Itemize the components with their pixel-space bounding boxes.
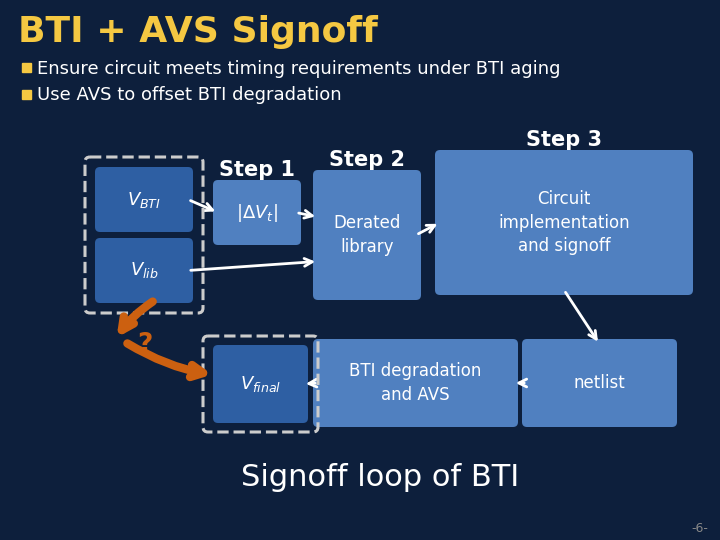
Bar xyxy=(22,90,31,99)
FancyBboxPatch shape xyxy=(213,345,308,423)
Text: ?: ? xyxy=(138,332,153,358)
FancyBboxPatch shape xyxy=(313,339,518,427)
FancyBboxPatch shape xyxy=(435,150,693,295)
Text: BTI degradation
and AVS: BTI degradation and AVS xyxy=(349,362,482,404)
FancyBboxPatch shape xyxy=(95,167,193,232)
Text: $V_{lib}$: $V_{lib}$ xyxy=(130,260,158,280)
Text: $|\Delta V_t|$: $|\Delta V_t|$ xyxy=(236,201,278,224)
Text: $V_{final}$: $V_{final}$ xyxy=(240,374,282,394)
FancyBboxPatch shape xyxy=(313,170,421,300)
Text: Signoff loop of BTI: Signoff loop of BTI xyxy=(241,463,519,492)
Text: Step 2: Step 2 xyxy=(329,150,405,170)
Bar xyxy=(22,63,31,72)
Text: BTI + AVS Signoff: BTI + AVS Signoff xyxy=(18,15,378,49)
Text: Step 3: Step 3 xyxy=(526,130,602,150)
Text: $V_{BTI}$: $V_{BTI}$ xyxy=(127,190,161,210)
Text: netlist: netlist xyxy=(574,374,626,392)
Text: Step 1: Step 1 xyxy=(219,160,295,180)
Text: Ensure circuit meets timing requirements under BTI aging: Ensure circuit meets timing requirements… xyxy=(37,59,560,78)
Text: Use AVS to offset BTI degradation: Use AVS to offset BTI degradation xyxy=(37,86,341,105)
Text: Derated
library: Derated library xyxy=(333,214,401,256)
FancyBboxPatch shape xyxy=(213,180,301,245)
FancyBboxPatch shape xyxy=(95,238,193,303)
FancyBboxPatch shape xyxy=(522,339,677,427)
Text: -6-: -6- xyxy=(692,522,708,535)
Text: Circuit
implementation
and signoff: Circuit implementation and signoff xyxy=(498,190,630,255)
